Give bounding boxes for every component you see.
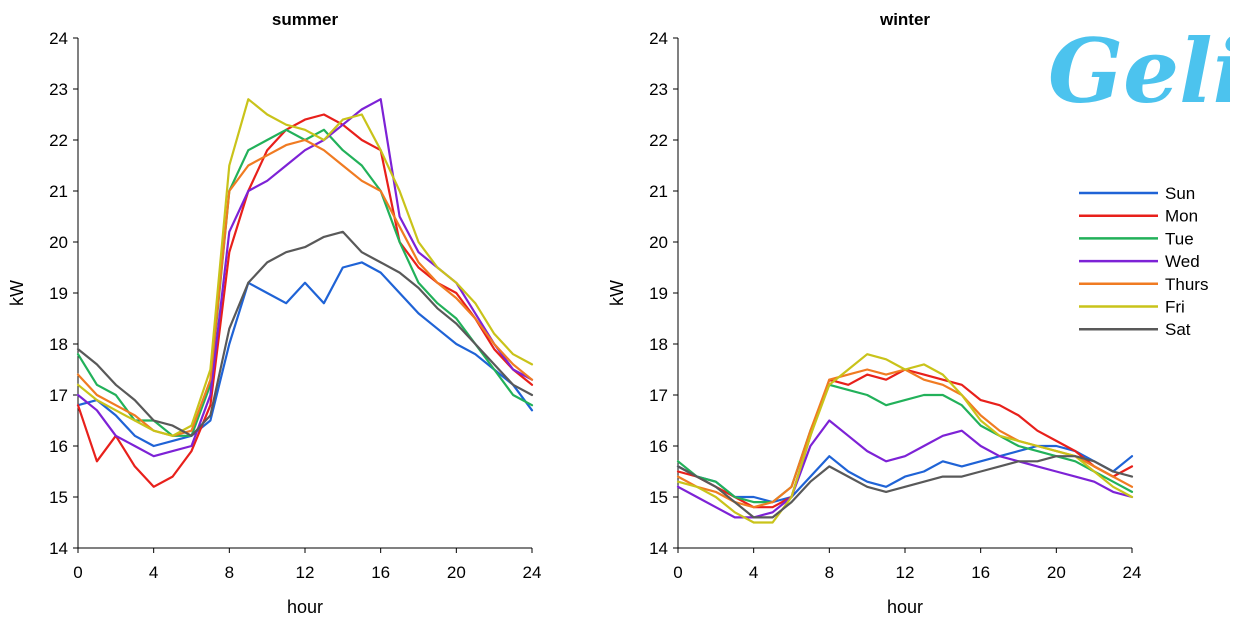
y-tick-label: 16 bbox=[49, 437, 68, 456]
y-tick-label: 20 bbox=[649, 233, 668, 252]
chart-title: winter bbox=[879, 10, 930, 29]
y-tick-label: 15 bbox=[49, 488, 68, 507]
series-line-wed bbox=[76, 98, 534, 458]
series-line-fri bbox=[76, 98, 534, 437]
y-tick-label: 22 bbox=[649, 131, 668, 150]
legend-label-wed: Wed bbox=[1165, 252, 1200, 271]
y-axis-label: kW bbox=[7, 280, 27, 306]
legend: Sun Mon Tue Wed Thurs Fri Sat bbox=[1079, 184, 1208, 339]
summer-chart: 14 15 16 17 18 19 20 21 22 23 24 0 4 8 12 16 20 24 summer h… bbox=[7, 10, 541, 617]
x-tick-label: 20 bbox=[1047, 563, 1066, 582]
x-tick-label: 8 bbox=[225, 563, 234, 582]
x-tick-label: 24 bbox=[523, 563, 542, 582]
x-tick-label: 12 bbox=[896, 563, 915, 582]
series-line-sun bbox=[76, 261, 534, 448]
y-tick-label: 23 bbox=[49, 80, 68, 99]
y-tick-label: 23 bbox=[649, 80, 668, 99]
y-tick-label: 24 bbox=[649, 29, 668, 48]
y-tick-label: 16 bbox=[649, 437, 668, 456]
chart-title: summer bbox=[272, 10, 339, 29]
x-tick-label: 16 bbox=[971, 563, 990, 582]
legend-label-fri: Fri bbox=[1165, 298, 1185, 317]
y-axis-label: kW bbox=[607, 280, 627, 306]
x-tick-label: 0 bbox=[73, 563, 82, 582]
legend-label-sat: Sat bbox=[1165, 320, 1191, 339]
x-tick-label: 16 bbox=[371, 563, 390, 582]
x-tick-label: 12 bbox=[296, 563, 315, 582]
x-tick-label: 8 bbox=[825, 563, 834, 582]
y-tick-label: 19 bbox=[49, 284, 68, 303]
x-axis-label: hour bbox=[887, 597, 923, 617]
legend-label-tue: Tue bbox=[1165, 229, 1194, 248]
y-tick-label: 18 bbox=[49, 335, 68, 354]
brand-logo: Geli bbox=[1040, 4, 1233, 154]
y-tick-label: 22 bbox=[49, 131, 68, 150]
y-tick-label: 21 bbox=[49, 182, 68, 201]
y-tick-label: 15 bbox=[649, 488, 668, 507]
y-tick-label: 17 bbox=[649, 386, 668, 405]
y-tick-label: 21 bbox=[649, 182, 668, 201]
series-line-sun bbox=[676, 444, 1134, 504]
x-tick-label: 4 bbox=[749, 563, 758, 582]
legend-label-mon: Mon bbox=[1165, 207, 1198, 226]
y-tick-label: 17 bbox=[49, 386, 68, 405]
x-tick-label: 4 bbox=[149, 563, 158, 582]
x-tick-label: 0 bbox=[673, 563, 682, 582]
y-tick-label: 14 bbox=[649, 539, 668, 558]
x-axis-label: hour bbox=[287, 597, 323, 617]
series-line-mon bbox=[76, 113, 534, 488]
y-tick-label: 20 bbox=[49, 233, 68, 252]
y-tick-label: 24 bbox=[49, 29, 68, 48]
y-tick-label: 19 bbox=[649, 284, 668, 303]
y-tick-label: 14 bbox=[49, 539, 68, 558]
logo-text: Geli bbox=[1048, 19, 1230, 123]
series-line-thurs bbox=[76, 138, 534, 437]
legend-label-thurs: Thurs bbox=[1165, 275, 1208, 294]
x-tick-label: 24 bbox=[1123, 563, 1142, 582]
series-line-fri bbox=[676, 353, 1134, 524]
series-line-sat bbox=[76, 230, 534, 437]
series-line-tue bbox=[676, 383, 1134, 504]
winter-chart: 14 15 16 17 18 19 20 21 22 23 24 0 4 8 12 16 20 24 winter h… bbox=[607, 10, 1208, 617]
x-tick-label: 20 bbox=[447, 563, 466, 582]
y-tick-label: 18 bbox=[649, 335, 668, 354]
series-line-sat bbox=[676, 455, 1134, 519]
legend-label-sun: Sun bbox=[1165, 184, 1195, 203]
